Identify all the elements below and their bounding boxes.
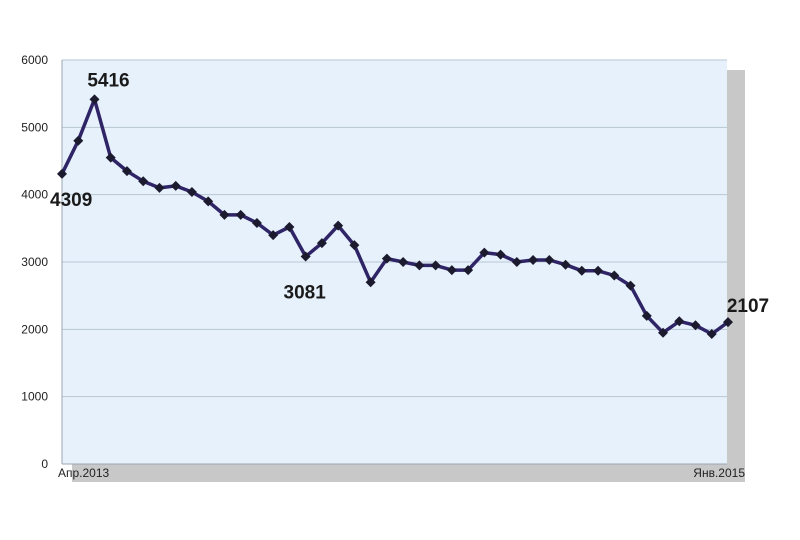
gridlines: [61, 59, 727, 465]
data-point: [511, 257, 522, 267]
data-point: [674, 316, 685, 327]
y-tick-label: 1000: [21, 390, 48, 404]
data-point: [446, 265, 457, 276]
data-point: [316, 238, 327, 249]
data-point: [57, 168, 67, 179]
y-axis-ticks: 0 1000 2000 3000 4000 5000 6000: [21, 53, 48, 471]
data-point: [203, 196, 214, 207]
markers-group: [57, 94, 733, 340]
data-point: [560, 259, 571, 270]
data-point: [349, 240, 360, 251]
data-point: [235, 209, 246, 220]
x-axis-ticks: Апр.2013 Янв.2015: [58, 466, 745, 480]
data-point: [544, 254, 555, 265]
data-point: [576, 265, 587, 276]
data-point: [706, 329, 717, 340]
data-point: [641, 310, 652, 321]
data-label: 4309: [50, 190, 92, 211]
data-point: [284, 221, 295, 232]
y-tick-label: 0: [41, 457, 48, 471]
y-tick-label: 6000: [21, 53, 48, 67]
data-point: [593, 265, 604, 276]
y-tick-label: 2000: [21, 322, 48, 336]
data-point: [690, 320, 701, 331]
data-point: [463, 265, 474, 276]
x-tick-label: Янв.2015: [693, 466, 745, 480]
data-point: [73, 135, 84, 146]
data-point: [398, 257, 409, 267]
data-point: [365, 277, 376, 288]
data-point: [251, 217, 262, 228]
data-point: [186, 186, 197, 197]
data-point: [723, 317, 733, 328]
data-point: [170, 180, 181, 191]
x-tick-label: Апр.2013: [58, 466, 110, 480]
data-point: [300, 251, 311, 262]
y-tick-label: 3000: [21, 255, 48, 269]
data-point: [268, 230, 279, 241]
y-tick-label: 4000: [21, 188, 48, 202]
data-point: [430, 260, 441, 271]
data-point: [219, 209, 230, 220]
data-point: [658, 327, 669, 338]
data-label: 3081: [284, 283, 327, 304]
data-label: 5416: [87, 70, 129, 91]
data-point: [414, 260, 425, 271]
data-point: [495, 249, 506, 260]
data-point: [105, 152, 116, 163]
data-point: [479, 247, 490, 258]
data-point: [138, 176, 149, 187]
data-point: [381, 253, 392, 264]
data-point: [333, 220, 344, 231]
data-point: [89, 94, 100, 105]
data-point: [154, 182, 165, 193]
data-point: [528, 254, 539, 265]
data-label: 2107: [727, 296, 769, 317]
y-tick-label: 5000: [21, 120, 48, 134]
data-point: [609, 270, 620, 281]
annotations-group: 4309 5416 3081 2107: [50, 70, 769, 317]
data-point: [625, 280, 636, 291]
data-point: [121, 166, 132, 177]
